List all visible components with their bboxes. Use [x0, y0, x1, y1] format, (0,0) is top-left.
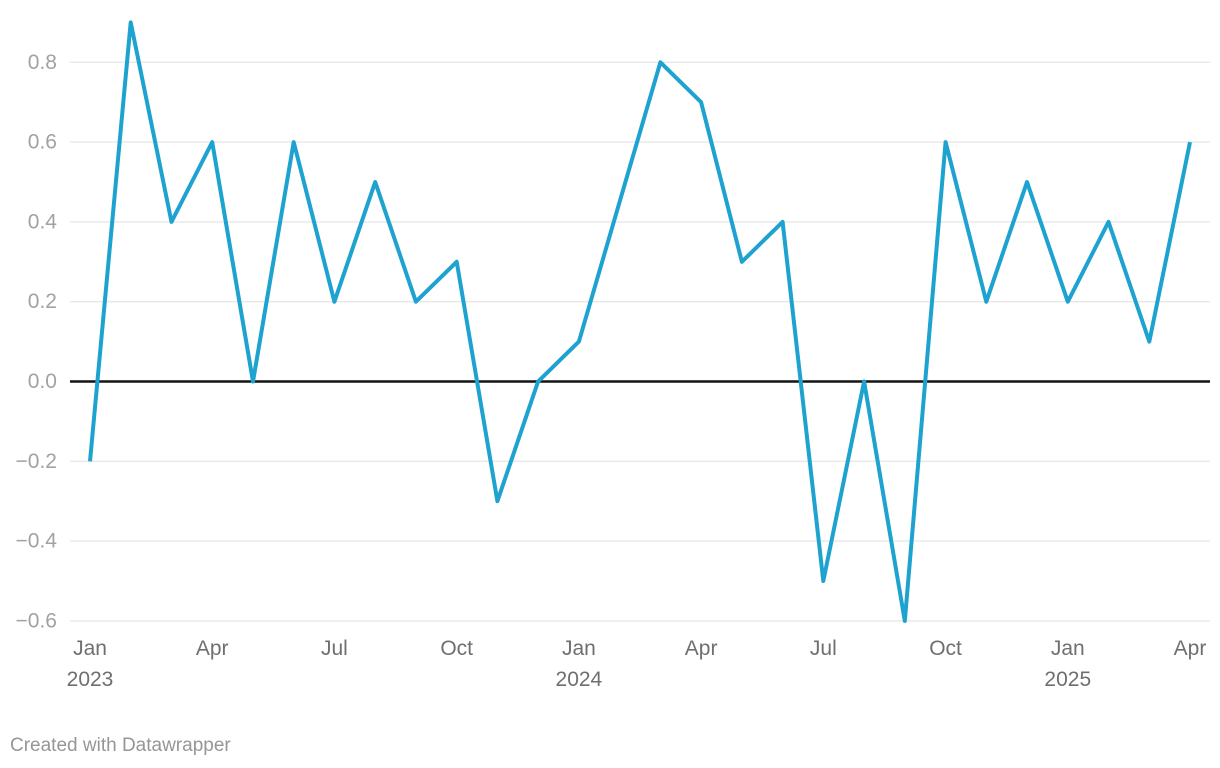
- y-axis-labels: 0.8 0.6 0.4 0.2 0.0 −0.2 −0.4 −0.6: [16, 51, 58, 633]
- x-tick-label: Jan: [562, 637, 596, 660]
- x-tick-year-label: 2024: [556, 668, 603, 691]
- x-axis-labels: Jan 2023 Apr Jul Oct Jan 2024 Apr Jul Oct Jan 2025 A…: [67, 637, 1207, 691]
- x-tick-label: Jan: [1051, 637, 1085, 660]
- y-tick-label: 0.8: [28, 51, 57, 74]
- y-tick-label: 0.4: [28, 210, 58, 233]
- x-tick-label: Oct: [440, 637, 473, 660]
- x-tick-label: Oct: [929, 637, 962, 660]
- x-tick-label: Jan: [73, 637, 107, 660]
- y-tick-label: 0.2: [28, 290, 57, 313]
- gridlines: [70, 61, 1210, 622]
- x-tick-label: Apr: [685, 637, 718, 660]
- y-tick-label: −0.2: [16, 450, 57, 473]
- y-tick-label: 0.0: [28, 370, 57, 393]
- data-series: [88, 20, 1192, 623]
- series-line: [88, 20, 1192, 623]
- x-tick-label: Jul: [321, 637, 348, 660]
- x-tick-label: Jul: [810, 637, 837, 660]
- y-tick-label: −0.4: [16, 530, 58, 553]
- x-tick-label: Apr: [1174, 637, 1207, 660]
- x-tick-year-label: 2025: [1044, 668, 1091, 691]
- x-tick-label: Apr: [196, 637, 229, 660]
- y-tick-label: −0.6: [16, 609, 57, 632]
- datawrapper-credit-link[interactable]: Created with Datawrapper: [10, 735, 231, 756]
- x-tick-year-label: 2023: [67, 668, 114, 691]
- y-tick-label: 0.6: [28, 131, 57, 154]
